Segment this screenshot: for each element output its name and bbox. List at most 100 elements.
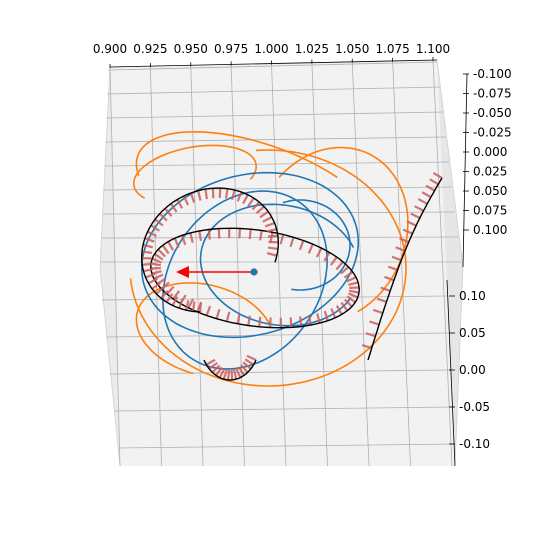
- hatch-mark: [299, 316, 303, 327]
- y-grid-line: [107, 86, 441, 95]
- hatch-mark: [154, 218, 164, 227]
- hatch-mark: [289, 236, 295, 248]
- hatch-mark: [348, 292, 359, 299]
- hatch-mark: [205, 305, 212, 316]
- y-tick-label: -0.050: [473, 106, 512, 120]
- hatch-mark: [316, 313, 321, 324]
- hatch-mark: [262, 216, 273, 223]
- orange-orbit-segment: [135, 282, 271, 375]
- z-tick-label: -0.05: [459, 400, 490, 414]
- y-grid-line: [103, 186, 453, 191]
- hatch-mark: [307, 314, 312, 326]
- hatch-mark: [251, 201, 260, 211]
- y-tick-label: 0.025: [473, 165, 507, 179]
- z-tick-label: 0.05: [459, 326, 486, 340]
- hatch-mark: [399, 237, 410, 244]
- hatch-mark: [151, 257, 162, 264]
- pane-edge: [454, 266, 464, 467]
- orange-orbit-segment: [278, 146, 409, 313]
- hatch-mark: [182, 195, 190, 206]
- x-grid-line: [432, 59, 453, 467]
- hatch-mark: [157, 248, 166, 258]
- y-tick-label: 0.075: [473, 204, 507, 218]
- hatch-mark: [207, 229, 211, 240]
- blue-orbit-segment: [282, 199, 351, 291]
- hatch-mark: [247, 197, 255, 207]
- blue-orbit-segment: [141, 171, 359, 339]
- x-grid-line: [311, 62, 328, 467]
- hatch-mark: [198, 230, 203, 242]
- hatch-mark: [236, 191, 243, 202]
- hatch-mark: [414, 205, 425, 212]
- hatch-mark: [218, 368, 226, 379]
- hatch-mark: [230, 189, 236, 200]
- hatch-mark: [384, 275, 395, 282]
- hatch-mark: [226, 369, 231, 381]
- hatch-mark: [307, 243, 314, 254]
- origin-point: [250, 268, 258, 276]
- hatch-mark: [215, 308, 221, 320]
- hatch-mark: [369, 320, 380, 326]
- hatch-mark: [147, 277, 158, 285]
- x-tick-label: 0.925: [133, 42, 167, 56]
- hatch-mark: [387, 265, 398, 272]
- hatch-mark: [259, 230, 263, 241]
- hatch-mark: [181, 234, 187, 246]
- hatch-mark: [267, 246, 279, 251]
- hatch-mark: [151, 270, 162, 275]
- hatch-mark: [361, 344, 373, 350]
- hatch-mark: [240, 364, 249, 374]
- y-grid-line: [105, 136, 447, 143]
- x-tick-label: 1.025: [295, 42, 329, 56]
- x-axis: 0.900 0.925 0.950 0.975 1.000 1.025 1.050 1.075…: [93, 42, 450, 68]
- hatch-mark: [164, 207, 173, 217]
- z-grid-line: [105, 332, 450, 338]
- x-tick-label: 1.075: [375, 42, 409, 56]
- hatch-mark: [264, 221, 275, 228]
- x-tick-label: 1.000: [254, 42, 288, 56]
- y-grid-line: [102, 211, 456, 215]
- hatch-mark: [224, 188, 229, 199]
- y-tick-label: 0.000: [473, 145, 507, 159]
- hatch-mark: [406, 220, 417, 227]
- pane-edge: [99, 66, 111, 268]
- hatch-mark: [267, 234, 278, 238]
- hatch-mark: [211, 364, 221, 374]
- z-axis-line: [446, 279, 456, 467]
- x-axis-line: [109, 59, 438, 68]
- hatch-mark: [171, 296, 179, 306]
- hatch-mark: [189, 192, 196, 203]
- x-tick-label: 1.100: [416, 42, 450, 56]
- hatch-mark: [237, 366, 246, 376]
- hatch-mark: [191, 301, 196, 312]
- hatch-mark: [205, 358, 216, 366]
- hatch-mark: [255, 205, 265, 215]
- hatch-mark: [344, 298, 353, 308]
- hatch-mark: [380, 286, 391, 292]
- hatch-mark: [167, 241, 175, 251]
- z-grid-line: [109, 369, 452, 375]
- z-grid-line: [113, 406, 454, 412]
- hatch-mark: [143, 267, 154, 273]
- x-grid-line: [392, 60, 411, 467]
- hatch-mark: [184, 300, 190, 311]
- hatch-mark: [330, 308, 337, 319]
- hatch-mark: [340, 301, 349, 312]
- x-tick-label: 0.950: [174, 42, 208, 56]
- y-tick-label: 0.100: [473, 223, 507, 237]
- black-curve: [141, 187, 280, 313]
- y-tick-label: -0.100: [473, 67, 512, 81]
- hatch-mark: [266, 228, 277, 233]
- blue-orbit-segment: [199, 203, 355, 327]
- x-grid-line: [109, 66, 121, 467]
- hatch-mark: [187, 298, 195, 309]
- black-curve: [367, 177, 443, 361]
- hatch-mark: [244, 358, 255, 366]
- hatch-mark: [158, 212, 168, 222]
- hatch-mark: [348, 289, 360, 294]
- hatch-mark: [160, 289, 169, 299]
- z-axis: 0.10 0.05 0.00 -0.05 -0.10: [446, 279, 490, 467]
- hatch-mark: [402, 228, 413, 235]
- y-tick-label: -0.075: [473, 87, 512, 101]
